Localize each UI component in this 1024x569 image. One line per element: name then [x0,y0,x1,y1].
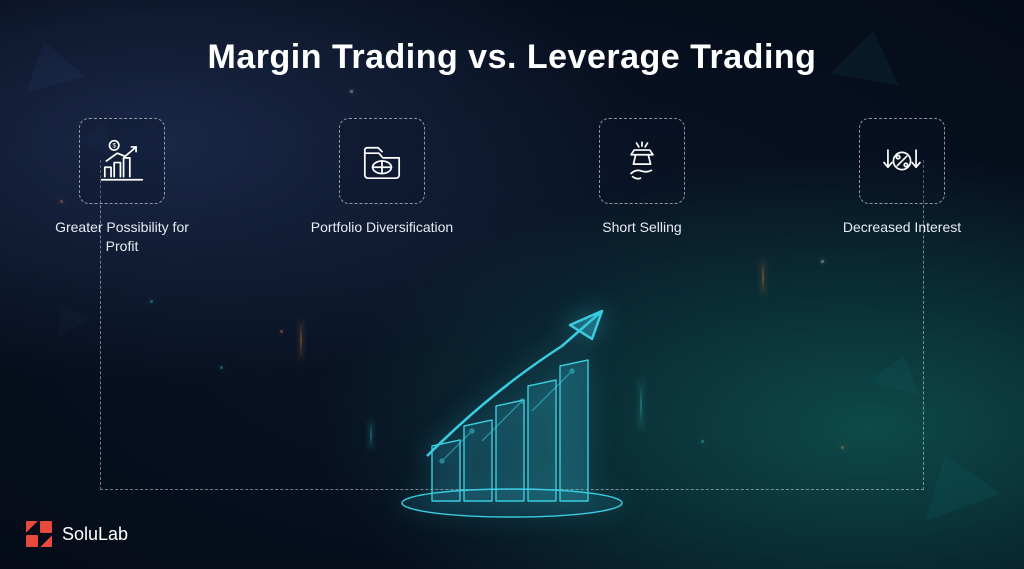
portfolio-folder-icon [339,118,425,204]
feature-portfolio: Portfolio Diversification [307,118,457,256]
feature-label: Portfolio Diversification [311,218,453,237]
feature-label: Short Selling [602,218,681,237]
hero-growth-chart-icon [372,291,652,521]
svg-text:$: $ [112,143,116,150]
feature-decreased-interest: Decreased Interest [827,118,977,256]
brand-logo: SoluLab [26,521,128,547]
profit-chart-icon: $ [79,118,165,204]
feature-short-selling: Short Selling [567,118,717,256]
feature-label: Greater Possibility for Profit [47,218,197,256]
decreased-interest-icon [859,118,945,204]
logo-text: SoluLab [62,524,128,545]
page-title: Margin Trading vs. Leverage Trading [0,38,1024,77]
short-selling-icon [599,118,685,204]
feature-label: Decreased Interest [843,218,961,237]
logo-mark-icon [26,521,52,547]
feature-row: $ Greater Possibility for Profit Portfol… [0,118,1024,256]
feature-profit: $ Greater Possibility for Profit [47,118,197,256]
